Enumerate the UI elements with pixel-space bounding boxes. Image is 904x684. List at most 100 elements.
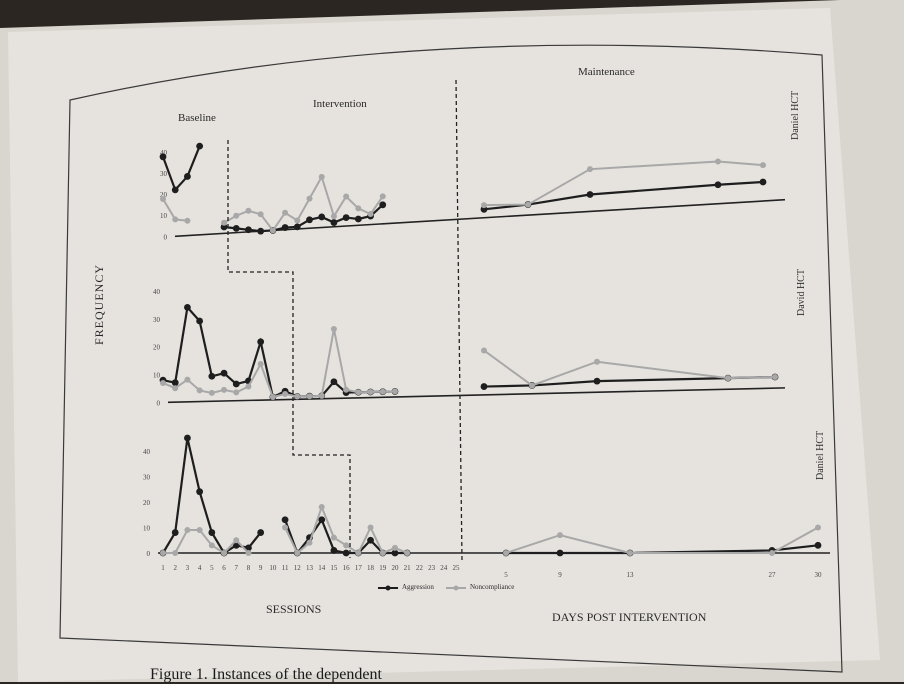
data-point-0-1-7: [245, 207, 252, 214]
data-point-0-1-17: [367, 211, 374, 218]
x-tick-session-25: 25: [453, 564, 461, 572]
data-point-2-1-12: [306, 539, 313, 546]
x-tick-session-11: 11: [282, 564, 289, 572]
data-point-0-0-2: [184, 173, 191, 180]
x-tick-session-1: 1: [161, 564, 165, 572]
x-tick-session-18: 18: [367, 564, 375, 572]
data-point-1-1-13: [318, 392, 325, 399]
y-tick-label-1-2: 20: [153, 344, 161, 352]
figure-border: [59, 44, 843, 673]
x-tick-session-16: 16: [343, 564, 351, 572]
y-tick-label-1-0: 0: [157, 399, 161, 407]
days-point-2-0-1: [556, 549, 564, 557]
data-point-1-1-19: [391, 388, 398, 395]
x-tick-session-17: 17: [355, 564, 363, 572]
data-point-0-1-9: [269, 227, 276, 234]
data-point-0-0-14: [330, 219, 338, 226]
data-point-2-1-10: [282, 524, 289, 531]
data-point-2-0-7: [245, 544, 252, 552]
data-point-1-1-15: [343, 386, 350, 393]
data-point-0-1-16: [355, 205, 362, 212]
data-point-0-0-0: [159, 153, 167, 161]
days-point-0-1-4: [760, 162, 766, 169]
days-point-2-0-4: [814, 541, 822, 549]
data-point-2-1-11: [294, 550, 301, 556]
x-tick-session-6: 6: [222, 564, 226, 572]
legend-dot-noncompliance: [453, 585, 459, 591]
x-tick-session-22: 22: [416, 564, 424, 572]
x-tick-session-13: 13: [306, 564, 314, 572]
data-point-1-0-6: [232, 380, 240, 388]
data-point-1-1-9: [269, 394, 276, 401]
x-tick-session-8: 8: [247, 564, 251, 572]
data-point-0-0-1: [171, 186, 179, 194]
x-tick-day-9: 9: [558, 571, 562, 579]
data-point-2-0-10: [281, 516, 289, 524]
data-point-1-1-11: [294, 393, 301, 400]
days-point-2-1-1: [557, 532, 563, 539]
data-point-0-0-7: [245, 226, 252, 234]
y-tick-label-0-2: 20: [160, 191, 168, 199]
data-point-1-1-10: [282, 390, 289, 397]
data-point-1-1-2: [184, 376, 191, 383]
data-point-0-0-18: [379, 201, 387, 209]
y-tick-label-0-3: 30: [160, 170, 168, 178]
data-point-2-0-2: [184, 434, 191, 442]
data-point-0-1-13: [318, 173, 325, 180]
data-point-0-0-12: [306, 216, 313, 224]
data-point-1-1-6: [233, 389, 240, 396]
y-tick-label-0-1: 10: [160, 212, 168, 220]
x-tick-session-21: 21: [404, 564, 412, 572]
y-tick-label-2-1: 10: [143, 524, 151, 532]
days-point-1-1-3: [725, 375, 731, 382]
data-point-2-1-6: [233, 537, 240, 544]
data-point-0-0-6: [232, 225, 240, 232]
panel-label-middle: David HCT: [796, 269, 807, 316]
data-point-0-1-12: [306, 195, 313, 202]
y-tick-label-2-3: 30: [143, 473, 151, 481]
data-point-0-1-18: [379, 193, 386, 200]
legend-aggression: Aggression: [402, 583, 434, 591]
days-point-1-1-2: [594, 358, 600, 365]
legend-noncompliance: Noncompliance: [470, 583, 515, 591]
data-point-2-1-7: [245, 550, 252, 556]
days-point-2-1-4: [815, 524, 821, 531]
data-point-0-1-8: [257, 211, 264, 218]
x-tick-session-7: 7: [235, 564, 239, 572]
x-tick-session-9: 9: [259, 564, 263, 572]
panel-label-top: Daniel HCT: [790, 90, 801, 140]
data-point-1-1-0: [160, 379, 166, 386]
days-point-1-0-0: [480, 383, 488, 390]
x-tick-session-12: 12: [294, 564, 302, 572]
x-tick-day-5: 5: [504, 571, 508, 579]
data-point-0-0-8: [257, 227, 265, 235]
data-point-0-1-0: [160, 196, 166, 203]
y-tick-label-2-2: 20: [143, 499, 151, 507]
data-point-1-1-18: [379, 388, 386, 395]
data-point-2-0-15: [342, 549, 350, 557]
x-tick-session-24: 24: [440, 564, 448, 572]
data-point-2-0-13: [318, 516, 326, 524]
data-point-0-0-3: [196, 142, 204, 150]
data-point-1-0-8: [257, 338, 265, 346]
y-tick-label-1-3: 30: [153, 316, 161, 324]
x-tick-session-3: 3: [186, 564, 190, 572]
data-point-0-1-5: [221, 219, 228, 226]
days-point-1-1-4: [772, 374, 778, 381]
data-point-2-0-3: [196, 488, 204, 496]
data-point-1-1-12: [306, 393, 313, 400]
y-tick-label-0-0: 0: [164, 233, 168, 241]
phase-line-baseline-intervention: [227, 140, 351, 558]
series-line-0-0: [161, 145, 201, 192]
phase-label-intervention: Intervention: [313, 98, 367, 110]
data-point-2-1-1: [172, 550, 179, 556]
data-point-1-1-4: [208, 389, 215, 396]
data-point-1-1-8: [257, 361, 264, 368]
x-tick-session-20: 20: [391, 564, 399, 572]
data-point-0-0-5: [220, 223, 228, 231]
x-tick-session-2: 2: [173, 564, 177, 572]
days-point-2-1-3: [769, 550, 775, 556]
days-point-2-1-2: [627, 550, 633, 556]
